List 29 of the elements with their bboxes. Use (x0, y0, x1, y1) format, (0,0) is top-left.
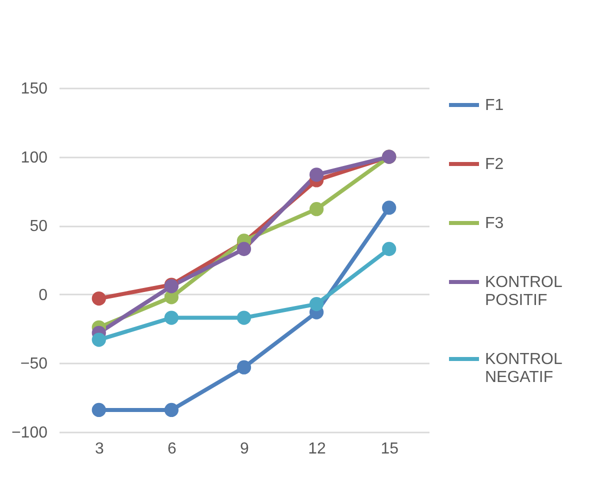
y-tick-label: 100 (20, 149, 48, 166)
legend-label: F3 (485, 215, 504, 232)
legend-label: F1 (485, 97, 504, 114)
x-tick-label: 3 (94, 440, 104, 458)
y-tick-label: 150 (20, 80, 48, 98)
x-tick-label: 9 (240, 440, 250, 458)
x-tick-label: 15 (380, 440, 399, 458)
x-tick-label: 12 (308, 440, 326, 458)
point (236, 310, 252, 325)
legend-label: KONTROL NEGATIF (485, 351, 562, 386)
y-tick-label: 50 (30, 218, 48, 236)
y-tick-label: 0 (38, 286, 48, 304)
point (309, 296, 324, 312)
y-tick-label: −50 (20, 356, 48, 373)
point (92, 402, 106, 418)
legend-label: KONTROL POSITIF (485, 274, 562, 309)
point (382, 242, 396, 256)
point (236, 242, 252, 256)
y-tick-label: −100 (11, 424, 48, 442)
legend-label: F2 (485, 156, 504, 173)
point (309, 168, 324, 182)
point (236, 360, 252, 374)
point (309, 202, 324, 216)
point (164, 402, 179, 418)
point (92, 332, 106, 347)
point (92, 291, 106, 306)
x-tick-label: 6 (168, 440, 176, 458)
point (382, 200, 396, 215)
point (164, 310, 179, 325)
